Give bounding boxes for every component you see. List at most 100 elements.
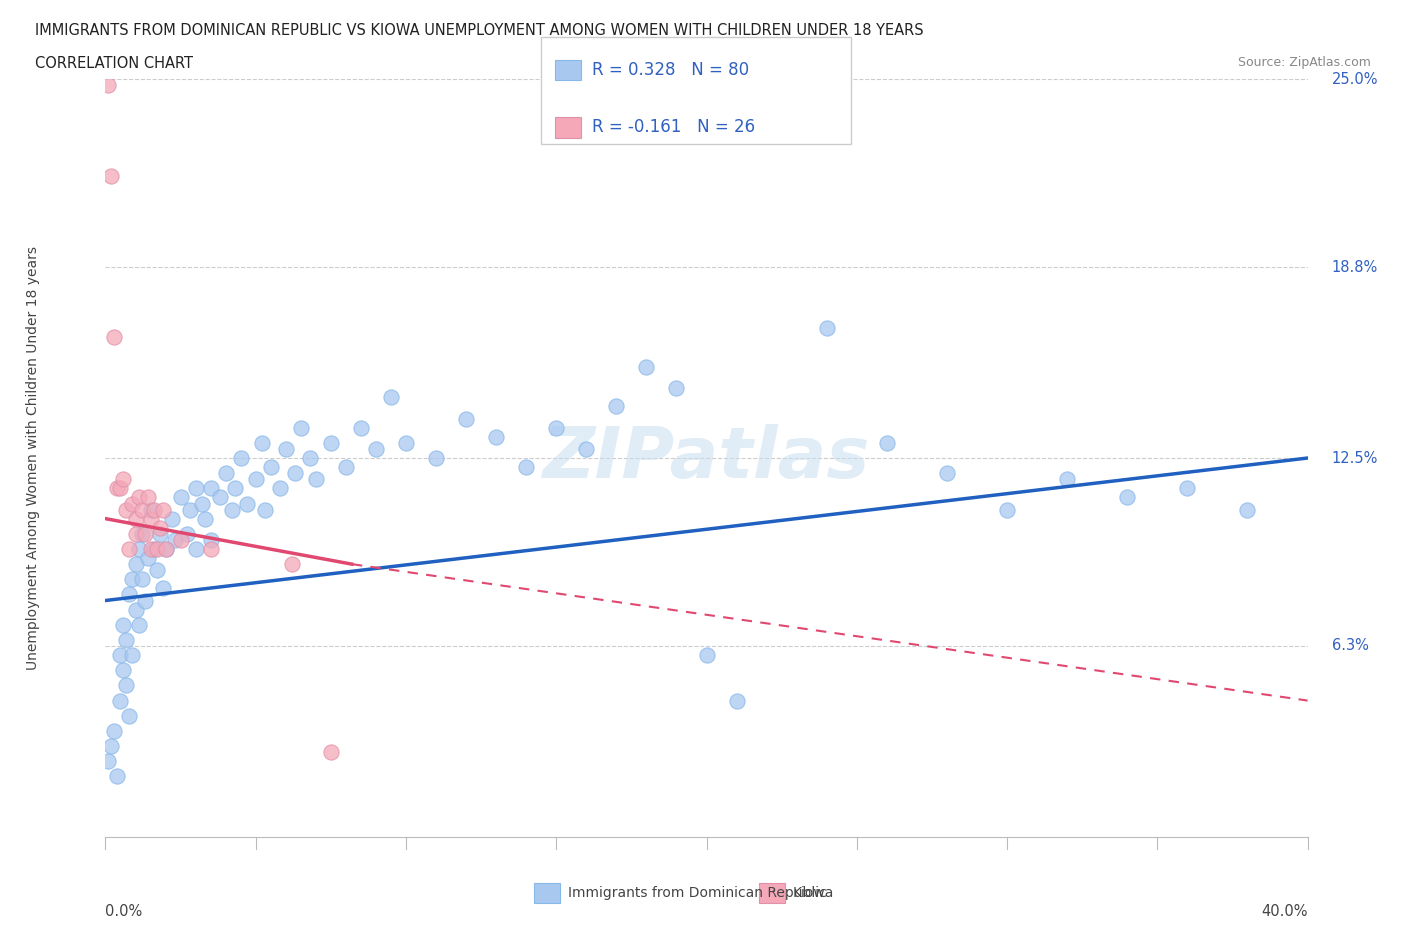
Point <box>124 526 146 541</box>
Point <box>221 502 243 517</box>
Point <box>876 435 898 450</box>
Text: CORRELATION CHART: CORRELATION CHART <box>35 56 193 71</box>
Point <box>298 451 321 466</box>
Point <box>131 502 153 517</box>
Point <box>131 526 153 541</box>
Point <box>145 563 167 578</box>
Point <box>139 502 162 517</box>
Point <box>115 678 138 693</box>
Point <box>107 481 129 496</box>
Point <box>103 724 125 738</box>
Point <box>395 435 418 450</box>
Point <box>110 647 132 662</box>
Point <box>148 520 170 535</box>
Point <box>139 541 162 556</box>
Point <box>110 693 132 708</box>
Point <box>936 466 959 481</box>
Text: 18.8%: 18.8% <box>1331 259 1378 274</box>
Point <box>274 442 297 457</box>
Point <box>128 618 150 632</box>
Point <box>575 442 598 457</box>
Point <box>112 618 135 632</box>
Point <box>260 459 283 474</box>
Point <box>665 381 688 396</box>
Point <box>124 557 146 572</box>
Point <box>128 541 150 556</box>
Text: IMMIGRANTS FROM DOMINICAN REPUBLIC VS KIOWA UNEMPLOYMENT AMONG WOMEN WITH CHILDR: IMMIGRANTS FROM DOMINICAN REPUBLIC VS KI… <box>35 23 924 38</box>
Point <box>208 490 231 505</box>
Point <box>128 490 150 505</box>
Point <box>107 769 129 784</box>
Point <box>142 502 165 517</box>
Point <box>163 533 186 548</box>
Point <box>179 502 201 517</box>
Point <box>319 745 342 760</box>
Point <box>112 663 135 678</box>
Point <box>155 541 177 556</box>
Point <box>335 459 357 474</box>
Text: Kiowa: Kiowa <box>793 885 834 900</box>
Point <box>152 581 174 596</box>
Point <box>97 753 120 768</box>
Point <box>194 512 217 526</box>
Point <box>115 632 138 647</box>
Point <box>319 435 342 450</box>
Point <box>1056 472 1078 486</box>
Point <box>160 512 183 526</box>
Point <box>364 442 387 457</box>
Text: R = 0.328   N = 80: R = 0.328 N = 80 <box>592 60 749 79</box>
Point <box>425 451 447 466</box>
Text: R = -0.161   N = 26: R = -0.161 N = 26 <box>592 118 755 137</box>
Point <box>118 587 141 602</box>
Point <box>152 502 174 517</box>
Point <box>100 168 122 183</box>
Point <box>253 502 276 517</box>
Point <box>134 526 156 541</box>
Point <box>110 481 132 496</box>
Point <box>136 551 159 565</box>
Point <box>305 472 328 486</box>
Point <box>1116 490 1139 505</box>
Point <box>725 693 748 708</box>
Point <box>184 541 207 556</box>
Point <box>200 481 222 496</box>
Point <box>454 411 477 426</box>
Text: 25.0%: 25.0% <box>1331 72 1378 86</box>
Text: 6.3%: 6.3% <box>1331 639 1368 654</box>
Point <box>169 533 191 548</box>
Point <box>284 466 307 481</box>
Text: ZIPatlas: ZIPatlas <box>543 423 870 493</box>
Point <box>546 420 568 435</box>
Point <box>118 709 141 724</box>
Point <box>118 541 141 556</box>
Point <box>250 435 273 450</box>
Text: 40.0%: 40.0% <box>1261 904 1308 919</box>
Point <box>636 360 658 375</box>
Point <box>139 512 162 526</box>
Point <box>224 481 246 496</box>
Point <box>696 647 718 662</box>
Point <box>1175 481 1198 496</box>
Point <box>142 541 165 556</box>
Point <box>350 420 373 435</box>
Point <box>200 533 222 548</box>
Point <box>605 399 627 414</box>
Point <box>214 466 236 481</box>
Point <box>485 430 508 445</box>
Point <box>190 496 212 511</box>
Point <box>121 572 143 587</box>
Point <box>169 490 191 505</box>
Point <box>115 502 138 517</box>
Point <box>124 512 146 526</box>
Point <box>121 647 143 662</box>
Point <box>269 481 291 496</box>
Point <box>995 502 1018 517</box>
Point <box>229 451 252 466</box>
Point <box>184 481 207 496</box>
Point <box>815 320 838 335</box>
Text: Source: ZipAtlas.com: Source: ZipAtlas.com <box>1237 56 1371 69</box>
Point <box>134 593 156 608</box>
Point <box>281 557 304 572</box>
Point <box>176 526 198 541</box>
Point <box>148 526 170 541</box>
